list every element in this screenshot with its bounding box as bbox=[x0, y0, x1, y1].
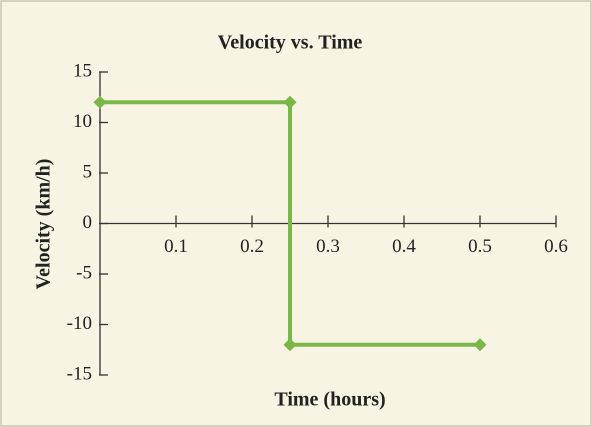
y-tick-label: 5 bbox=[83, 161, 93, 182]
chart-title: Velocity vs. Time bbox=[218, 32, 363, 54]
y-tick-label: -10 bbox=[67, 313, 92, 334]
y-tick-label: -15 bbox=[67, 363, 92, 384]
y-tick-label: 15 bbox=[73, 60, 92, 81]
y-tick-label: -5 bbox=[76, 262, 92, 283]
data-line bbox=[100, 100, 480, 347]
x-tick-label: 0.2 bbox=[240, 236, 264, 257]
y-tick-label: 0 bbox=[83, 212, 93, 233]
x-tick-label: 0.4 bbox=[392, 236, 416, 257]
x-tick-label: 0.6 bbox=[544, 236, 568, 257]
y-axis-label: Velocity (km/h) bbox=[33, 159, 55, 290]
data-point bbox=[93, 95, 107, 109]
y-tick-label: 10 bbox=[73, 111, 92, 132]
x-axis-label: Time (hours) bbox=[274, 389, 385, 411]
x-tick-label: 0.5 bbox=[468, 236, 492, 257]
data-point bbox=[283, 95, 297, 109]
x-tick-label: 0.3 bbox=[316, 236, 340, 257]
data-point bbox=[473, 338, 487, 352]
x-tick-label: 0.1 bbox=[164, 236, 188, 257]
data-point bbox=[283, 338, 297, 352]
